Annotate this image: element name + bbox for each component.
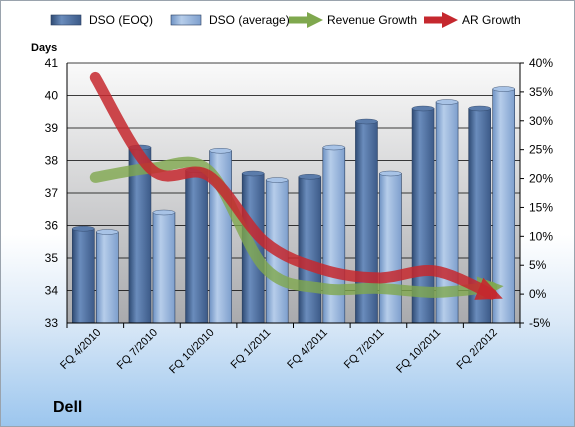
bar-cap — [379, 170, 402, 177]
x-tick-label: FQ 1/2011 — [229, 327, 274, 372]
legend-swatch-dso-average- — [170, 14, 202, 26]
x-tick-label: FQ 10/2011 — [394, 327, 443, 376]
legend-swatch-dso-eoq- — [50, 14, 82, 26]
bar-dso-eoq- — [185, 169, 208, 324]
company-label: Dell — [53, 399, 83, 416]
legend-label-ar-growth: AR Growth — [462, 13, 521, 27]
y2-tick-label: 10% — [529, 229, 553, 243]
x-tick-label: FQ 10/2010 — [167, 327, 217, 377]
y-tick-label: 38 — [45, 154, 59, 168]
y-tick-label: 37 — [45, 186, 59, 200]
legend-label-revenue-growth: Revenue Growth — [327, 13, 417, 27]
bar-cap — [492, 86, 515, 92]
y-axis-title: Days — [31, 42, 57, 54]
x-tick-label: FQ 4/2011 — [285, 327, 330, 372]
y2-tick-label: 35% — [529, 85, 553, 99]
y2-tick-label: 40% — [529, 56, 553, 70]
bar-cap — [241, 170, 265, 177]
bar-dso-eoq- — [298, 176, 322, 324]
bar-dso-eoq- — [72, 228, 95, 324]
x-tick-label: FQ 7/2011 — [342, 327, 387, 372]
bar-cap — [435, 99, 459, 105]
bar-cap — [152, 209, 176, 216]
legend-label-dso-eoq-: DSO (EOQ) — [89, 13, 153, 27]
right-axis-ticks: -5% 0% 5% 10% 15% 20% 25% 30% 35% 40% — [520, 56, 553, 330]
legend-arrow-ar-growth — [442, 12, 458, 28]
y2-tick-label: 25% — [529, 143, 553, 157]
bar-cap — [72, 226, 95, 232]
bar-dso-average- — [322, 147, 346, 324]
bar-cap — [298, 174, 322, 180]
y2-tick-label: 0% — [529, 287, 547, 301]
y2-tick-label: 20% — [529, 172, 553, 186]
legend-arrow-revenue-growth — [307, 12, 323, 28]
x-axis-ticks: FQ 4/2010 FQ 7/2010 FQ 10/2010 FQ 1/2011 FQ … — [58, 327, 500, 377]
y-tick-label: 40 — [45, 89, 59, 103]
y2-tick-label: -5% — [529, 316, 551, 330]
y-tick-label: 33 — [45, 316, 59, 330]
x-tick-label: FQ 2/2012 — [455, 327, 500, 372]
line-ar-growth — [89, 71, 503, 300]
legend-label-dso-average-: DSO (average) — [209, 13, 290, 27]
legend: DSO (EOQ) DSO (average) Revenue Growth AR G… — [50, 12, 521, 28]
bar-cap — [322, 144, 346, 151]
line-revenue-growth — [89, 156, 504, 301]
bar-cap — [468, 105, 491, 112]
bar-cap — [209, 148, 232, 154]
y2-tick-label: 15% — [529, 200, 553, 214]
bar-dso-average- — [96, 231, 119, 324]
y2-tick-label: 5% — [529, 258, 547, 272]
y-tick-label: 39 — [45, 121, 59, 135]
left-axis-ticks: 33 34 35 36 37 38 39 40 41 — [45, 56, 59, 330]
y2-tick-label: 30% — [529, 114, 553, 128]
growth-lines — [89, 71, 504, 301]
bar-cap — [96, 229, 119, 235]
y-tick-label: 41 — [45, 56, 59, 70]
bar-cap — [355, 118, 378, 125]
bar-cap — [411, 105, 435, 112]
x-tick-label: FQ 4/2010 — [58, 327, 103, 372]
y-tick-label: 35 — [45, 251, 59, 265]
bar-dso-average- — [379, 173, 402, 324]
axes — [66, 63, 521, 328]
bar-dso-average- — [152, 212, 176, 324]
y-tick-label: 34 — [45, 284, 59, 298]
y-tick-label: 36 — [45, 219, 59, 233]
x-tick-label: FQ 7/2010 — [115, 327, 160, 372]
bar-cap — [265, 177, 289, 183]
